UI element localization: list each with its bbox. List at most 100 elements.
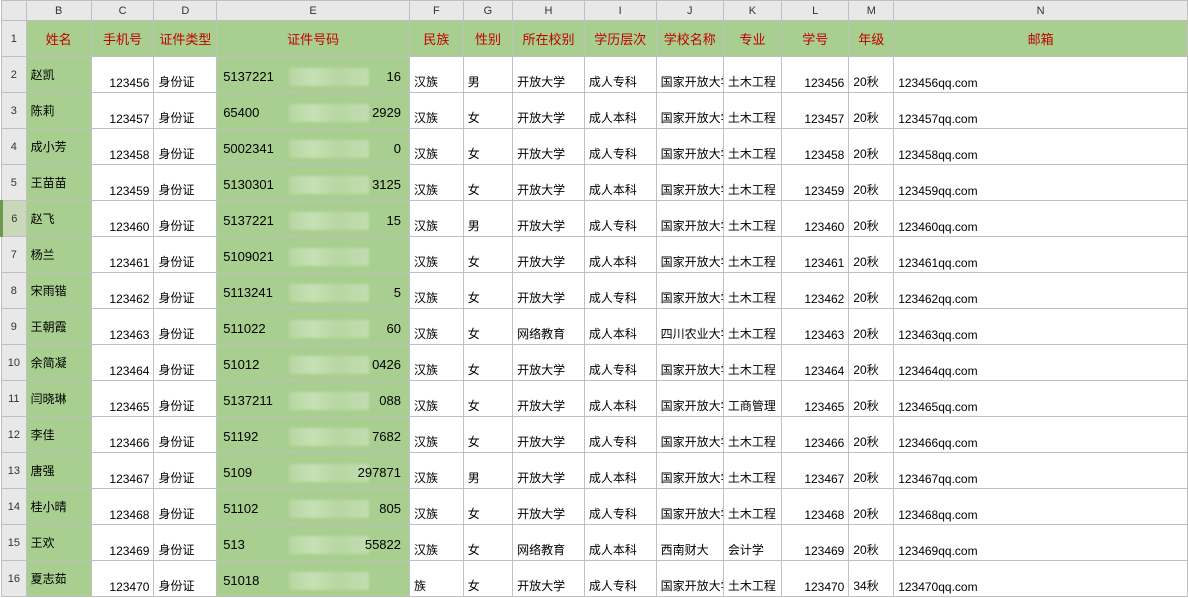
header-cell[interactable]: 学号	[782, 21, 849, 57]
column-header-I[interactable]: I	[584, 1, 656, 21]
cell-sid[interactable]: 123462	[782, 273, 849, 309]
cell-idnumber[interactable]: 5109021	[217, 237, 410, 273]
cell-maj[interactable]: 土木工程	[723, 57, 781, 93]
cell-idnumber[interactable]: 51102260	[217, 309, 410, 345]
cell-mail[interactable]: 123462qq.com	[894, 273, 1188, 309]
row-header-6[interactable]: 6	[2, 201, 27, 237]
column-header-C[interactable]: C	[91, 1, 154, 21]
row-header-9[interactable]: 9	[2, 309, 27, 345]
cell-sex[interactable]: 女	[463, 309, 512, 345]
cell-uni[interactable]: 国家开放大学	[656, 201, 723, 237]
cell-lvl[interactable]: 成人专科	[584, 417, 656, 453]
cell-uni[interactable]: 西南财大	[656, 525, 723, 561]
cell-sid[interactable]: 123466	[782, 417, 849, 453]
row-header-12[interactable]: 12	[2, 417, 27, 453]
cell-idtype[interactable]: 身份证	[154, 453, 217, 489]
cell-idtype[interactable]: 身份证	[154, 381, 217, 417]
cell-yr[interactable]: 34秋	[849, 561, 894, 597]
cell-idnumber[interactable]: 51132415	[217, 273, 410, 309]
cell-idnumber[interactable]: 510120426	[217, 345, 410, 381]
cell-uni[interactable]: 国家开放大学	[656, 345, 723, 381]
cell-sch[interactable]: 开放大学	[513, 489, 585, 525]
row-header-13[interactable]: 13	[2, 453, 27, 489]
cell-lvl[interactable]: 成人专科	[584, 561, 656, 597]
cell-lvl[interactable]: 成人本科	[584, 525, 656, 561]
column-header-J[interactable]: J	[656, 1, 723, 21]
cell-mail[interactable]: 123468qq.com	[894, 489, 1188, 525]
cell-phone[interactable]: 123468	[91, 489, 154, 525]
cell-sch[interactable]: 开放大学	[513, 561, 585, 597]
cell-sid[interactable]: 123456	[782, 57, 849, 93]
cell-eth[interactable]: 汉族	[410, 309, 464, 345]
cell-lvl[interactable]: 成人本科	[584, 381, 656, 417]
cell-mail[interactable]: 123469qq.com	[894, 525, 1188, 561]
cell-lvl[interactable]: 成人专科	[584, 57, 656, 93]
cell-idtype[interactable]: 身份证	[154, 489, 217, 525]
column-header-L[interactable]: L	[782, 1, 849, 21]
cell-mail[interactable]: 123470qq.com	[894, 561, 1188, 597]
cell-idtype[interactable]: 身份证	[154, 561, 217, 597]
cell-idtype[interactable]: 身份证	[154, 309, 217, 345]
row-header-7[interactable]: 7	[2, 237, 27, 273]
row-header-16[interactable]: 16	[2, 561, 27, 597]
cell-maj[interactable]: 土木工程	[723, 237, 781, 273]
cell-sid[interactable]: 123459	[782, 165, 849, 201]
cell-sex[interactable]: 男	[463, 57, 512, 93]
cell-eth[interactable]: 汉族	[410, 417, 464, 453]
cell-phone[interactable]: 123460	[91, 201, 154, 237]
cell-yr[interactable]: 20秋	[849, 489, 894, 525]
cell-mail[interactable]: 123465qq.com	[894, 381, 1188, 417]
row-header-10[interactable]: 10	[2, 345, 27, 381]
cell-phone[interactable]: 123461	[91, 237, 154, 273]
cell-sch[interactable]: 开放大学	[513, 201, 585, 237]
cell-phone[interactable]: 123456	[91, 57, 154, 93]
cell-eth[interactable]: 汉族	[410, 525, 464, 561]
cell-maj[interactable]: 土木工程	[723, 453, 781, 489]
cell-uni[interactable]: 国家开放大学	[656, 417, 723, 453]
cell-name[interactable]: 宋雨锴	[26, 273, 91, 309]
header-cell[interactable]: 手机号	[91, 21, 154, 57]
cell-sch[interactable]: 网络教育	[513, 309, 585, 345]
header-cell[interactable]: 性别	[463, 21, 512, 57]
cell-yr[interactable]: 20秋	[849, 201, 894, 237]
cell-yr[interactable]: 20秋	[849, 129, 894, 165]
cell-yr[interactable]: 20秋	[849, 417, 894, 453]
cell-uni[interactable]: 国家开放大学	[656, 453, 723, 489]
row-header-1[interactable]: 1	[2, 21, 27, 57]
cell-sid[interactable]: 123458	[782, 129, 849, 165]
cell-sch[interactable]: 开放大学	[513, 453, 585, 489]
cell-mail[interactable]: 123466qq.com	[894, 417, 1188, 453]
cell-lvl[interactable]: 成人专科	[584, 201, 656, 237]
cell-phone[interactable]: 123462	[91, 273, 154, 309]
column-header-D[interactable]: D	[154, 1, 217, 21]
cell-mail[interactable]: 123461qq.com	[894, 237, 1188, 273]
cell-lvl[interactable]: 成人专科	[584, 489, 656, 525]
cell-phone[interactable]: 123464	[91, 345, 154, 381]
cell-sid[interactable]: 123469	[782, 525, 849, 561]
cell-maj[interactable]: 土木工程	[723, 273, 781, 309]
cell-idtype[interactable]: 身份证	[154, 129, 217, 165]
cell-uni[interactable]: 国家开放大学	[656, 561, 723, 597]
cell-idnumber[interactable]: 513722116	[217, 57, 410, 93]
cell-idtype[interactable]: 身份证	[154, 165, 217, 201]
cell-sid[interactable]: 123465	[782, 381, 849, 417]
cell-sch[interactable]: 开放大学	[513, 129, 585, 165]
cell-yr[interactable]: 20秋	[849, 381, 894, 417]
cell-eth[interactable]: 汉族	[410, 453, 464, 489]
cell-maj[interactable]: 工商管理	[723, 381, 781, 417]
cell-idnumber[interactable]: 51018	[217, 561, 410, 597]
cell-idtype[interactable]: 身份证	[154, 525, 217, 561]
cell-maj[interactable]: 会计学	[723, 525, 781, 561]
cell-idnumber[interactable]: 513722115	[217, 201, 410, 237]
cell-name[interactable]: 成小芳	[26, 129, 91, 165]
cell-sex[interactable]: 女	[463, 237, 512, 273]
cell-sid[interactable]: 123457	[782, 93, 849, 129]
cell-idtype[interactable]: 身份证	[154, 345, 217, 381]
cell-uni[interactable]: 国家开放大学	[656, 165, 723, 201]
cell-uni[interactable]: 国家开放大学	[656, 93, 723, 129]
cell-maj[interactable]: 土木工程	[723, 417, 781, 453]
cell-mail[interactable]: 123456qq.com	[894, 57, 1188, 93]
cell-sch[interactable]: 开放大学	[513, 381, 585, 417]
column-header-M[interactable]: M	[849, 1, 894, 21]
cell-sid[interactable]: 123463	[782, 309, 849, 345]
